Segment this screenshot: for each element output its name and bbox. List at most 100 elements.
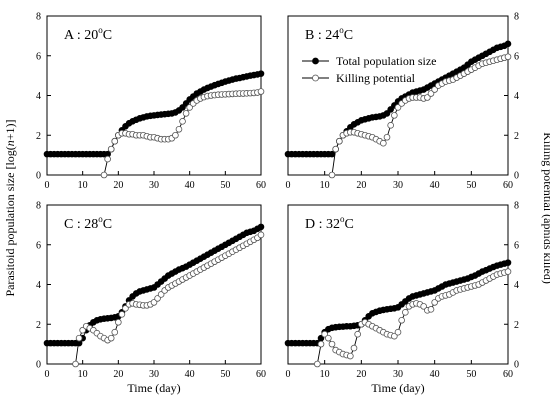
data-point-open [172, 131, 179, 139]
data-point-open [175, 125, 183, 133]
series-killing-potential [72, 231, 265, 368]
x-tick-label: 40 [430, 369, 440, 380]
data-point-open [431, 86, 438, 93]
data-point-filled [504, 40, 512, 48]
data-point-open [504, 53, 512, 61]
data-point-open [427, 306, 435, 313]
x-tick-label: 10 [78, 369, 88, 380]
x-axis-label: Time (day) [371, 381, 424, 395]
y-tick-label: 4 [514, 91, 519, 102]
data-point-open [427, 90, 435, 97]
panel-title: D : 32oC [305, 214, 354, 232]
x-tick-label: 60 [256, 369, 266, 380]
data-point-open [314, 360, 321, 368]
data-point-filled [383, 110, 391, 117]
y-tick-label: 2 [36, 320, 41, 331]
series-killing-potential [328, 53, 512, 179]
data-point-open [391, 112, 398, 119]
y-tick-label: 0 [36, 360, 41, 371]
y-tick-label: 2 [36, 131, 41, 142]
x-tick-label: 30 [149, 180, 159, 191]
data-point-open [420, 303, 427, 310]
x-tick-label: 40 [185, 369, 195, 380]
x-tick-label: 40 [185, 180, 195, 191]
data-point-open [394, 104, 402, 111]
data-point-open [317, 340, 325, 348]
x-tick-label: 50 [466, 180, 476, 191]
y-tick-label: 6 [514, 240, 519, 251]
data-point-open [394, 328, 402, 336]
legend-marker-open [312, 74, 319, 82]
data-point-open [257, 88, 265, 95]
y-tick-label: 8 [36, 201, 41, 212]
series-total-population [43, 223, 265, 347]
y-tick-label: 8 [514, 201, 519, 212]
data-point-filled [257, 223, 265, 231]
legend-label: Killing potential [336, 71, 416, 85]
data-point-open [387, 122, 394, 129]
panel-c: 0 10 20 30 40 50 60 0 2 4 6 8 C : 28oC Time (day) [36, 201, 266, 396]
y-tick-label: 0 [514, 171, 519, 182]
data-point-open [328, 340, 336, 348]
data-point-open [179, 118, 186, 125]
data-point-open [107, 334, 115, 342]
x-axis-label: Time (day) [127, 381, 180, 395]
data-point-open [325, 334, 332, 342]
data-point-open [380, 139, 387, 147]
right-y-axis-label: Killing potential (aphids killed) [541, 132, 550, 284]
data-point-open [257, 231, 265, 239]
data-point-open [115, 318, 122, 326]
data-point-open [118, 311, 126, 318]
x-tick-label: 0 [45, 180, 50, 191]
y-tick-label: 6 [514, 51, 519, 62]
data-point-open [100, 171, 108, 179]
left-y-axis-label: Parasitoid population size [log(n+1)] [3, 119, 17, 296]
left-y-axis-label-italic: n [3, 140, 17, 146]
x-tick-label: 30 [393, 369, 403, 380]
data-point-open [391, 332, 398, 340]
data-point-open [104, 155, 111, 163]
x-tick-label: 0 [286, 180, 291, 191]
data-point-open [383, 133, 391, 141]
x-tick-label: 50 [466, 369, 476, 380]
y-tick-label: 0 [36, 171, 41, 182]
data-point-open [398, 316, 405, 324]
y-tick-label: 8 [514, 12, 519, 23]
x-tick-label: 20 [113, 369, 123, 380]
data-point-open [111, 137, 119, 145]
x-tick-label: 30 [393, 180, 403, 191]
series-killing-potential [100, 88, 265, 179]
data-point-open [321, 330, 328, 338]
data-point-open [424, 94, 431, 101]
x-tick-label: 60 [256, 180, 266, 191]
panel-title: C : 28oC [64, 214, 112, 232]
y-tick-label: 4 [514, 280, 519, 291]
y-tick-label: 2 [514, 320, 519, 331]
x-tick-label: 60 [503, 369, 513, 380]
x-tick-label: 0 [286, 369, 291, 380]
data-point-open [402, 309, 409, 316]
panel-title: B : 24oC [305, 25, 353, 43]
data-point-filled [328, 150, 336, 158]
y-tick-label: 4 [36, 91, 41, 102]
legend-marker-filled [312, 57, 319, 65]
data-point-filled [387, 106, 394, 113]
data-point-open [347, 352, 354, 360]
data-point-open [107, 145, 115, 153]
legend: Total population size Killing potential [302, 54, 436, 85]
x-tick-label: 50 [220, 180, 230, 191]
y-tick-label: 8 [36, 12, 41, 23]
data-point-open [72, 360, 79, 368]
panel-a: 0 10 20 30 40 50 60 0 2 4 6 8 A : 20oC [36, 12, 266, 192]
y-tick-label: 6 [36, 51, 41, 62]
legend-label: Total population size [336, 54, 436, 68]
x-tick-label: 0 [45, 369, 50, 380]
panel-title: A : 20oC [64, 25, 112, 43]
x-tick-label: 10 [78, 180, 88, 191]
data-point-open [354, 330, 361, 338]
data-point-open [111, 328, 119, 336]
y-tick-label: 4 [36, 280, 41, 291]
